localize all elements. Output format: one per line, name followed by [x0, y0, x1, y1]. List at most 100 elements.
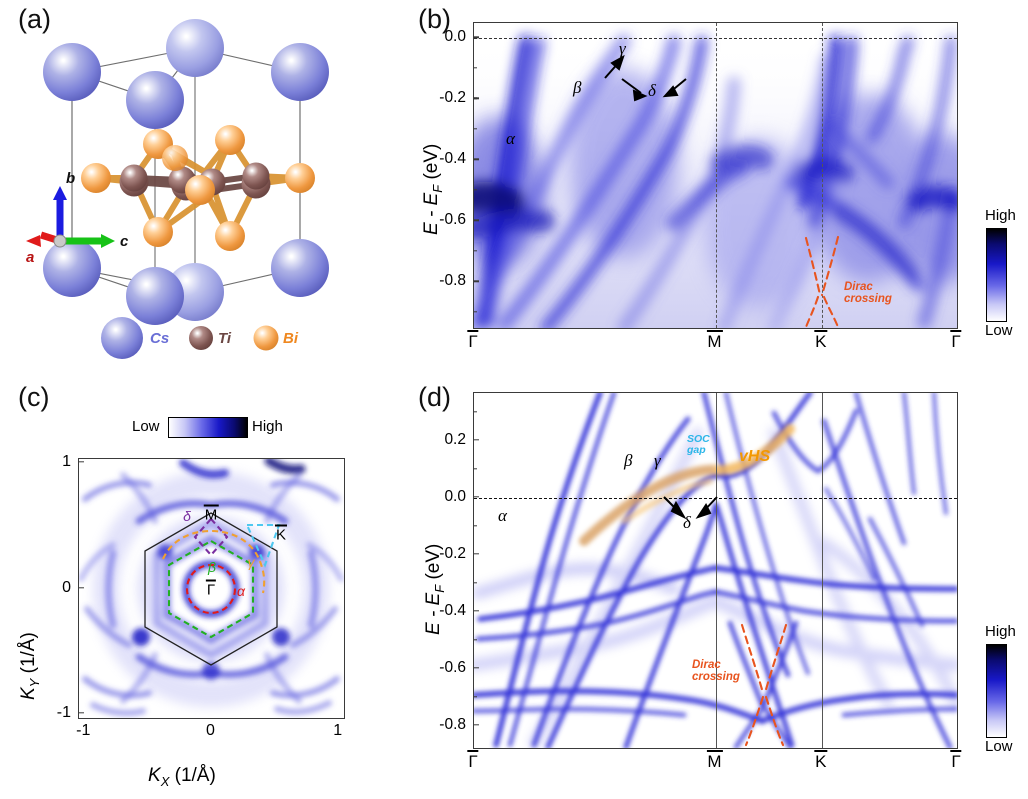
legend-swatch-cs [101, 317, 143, 359]
panel-c-xtick-0: 0 [206, 722, 215, 739]
panel-d-xtick-gamma1: Γ [467, 750, 480, 771]
panel-d-xtick-gamma2: Γ [950, 750, 963, 771]
dirac-line2: crossing [692, 671, 740, 684]
band-label-gamma-b: γ [619, 39, 626, 58]
dirac-crossing-annotation-b: Dirac crossing [844, 281, 892, 306]
panel-d-ytick-m08: -0.8 [439, 716, 466, 733]
panel-b-plot-area[interactable]: α β γ δ Dirac crossing [473, 22, 958, 329]
hs-line-k-b [821, 23, 823, 328]
atom-bi [215, 125, 245, 155]
panel-d-ytick-00: 0.0 [444, 488, 466, 505]
ylabel-sub: F [429, 184, 445, 193]
panel-c-ylabel: KY (1/Å) [18, 632, 42, 700]
panel-d-ytick-02: 0.2 [444, 431, 466, 448]
panel-b-arrows [604, 54, 840, 328]
panel-a-crystal-structure: (a) [0, 0, 410, 380]
panel-d-colorbar [986, 644, 1007, 738]
legend-label-ti: Ti [218, 330, 232, 347]
legend-label-cs: Cs [150, 330, 170, 347]
xlabel-main: K [148, 765, 161, 786]
soc-gap-annotation-d: SOC gap [687, 433, 710, 456]
panel-b-xtick-m: M [706, 330, 723, 351]
panel-b-ytick-4: -0.8 [439, 272, 466, 290]
atom-ti [242, 162, 270, 190]
band-label-alpha-d: α [498, 506, 507, 525]
legend-label-bi: Bi [283, 330, 298, 347]
atom-bi [143, 217, 173, 247]
panel-d-xtick-k: K [814, 750, 828, 771]
panel-c-fermi-surface: (c) Low High KY (1/Å) [0, 380, 410, 799]
beta-pocket-outline [167, 539, 255, 639]
brillouin-zone-overlay [144, 512, 281, 666]
panel-c-label: (c) [18, 382, 50, 412]
atom-cs [271, 239, 329, 297]
pocket-label-alpha-c: α [237, 583, 245, 599]
xlabel-unit: (1/Å) [169, 765, 216, 786]
xlabel-sub: X [160, 773, 170, 789]
atom-cs [271, 43, 329, 101]
hs-line-m-d [715, 393, 717, 748]
atom-bi [285, 163, 315, 193]
ylabel-main: K [18, 687, 39, 700]
dirac-crossing-annotation-d: Dirac crossing [692, 659, 740, 684]
panel-c-xtick-1: 1 [333, 722, 343, 739]
panel-b-colorbar-high: High [985, 207, 1016, 224]
band-label-delta-d: δ [683, 513, 691, 532]
panel-b-colorbar-low: Low [985, 322, 1013, 339]
ylabel-unit: (1/Å) [18, 632, 39, 679]
hs-line-k-d [821, 393, 823, 748]
axis-label-b: b [66, 170, 76, 187]
panel-c-xlabel: KX (1/Å) [148, 765, 216, 789]
panel-b-ytick-1: -0.2 [439, 89, 466, 107]
atom-bi [215, 221, 245, 251]
panel-c-ytick-1: 1 [62, 453, 71, 470]
panel-d-xtick-m: M [706, 750, 723, 771]
dirac-line1: Dirac [692, 659, 721, 671]
vhs-annotation-d: vHS [739, 448, 771, 465]
band-label-beta-d: β [624, 451, 633, 470]
hs-point-m-bar-c: M [203, 504, 218, 524]
dirac-line1: Dirac [844, 281, 873, 293]
legend-swatch-ti [189, 326, 213, 350]
hs-point-gamma-bar-c: Γ [205, 579, 217, 599]
panel-d-ytick-m02: -0.2 [439, 545, 466, 562]
atom-cs [43, 239, 101, 297]
crystal-axes-triad [26, 186, 115, 248]
atom-bi [185, 175, 215, 205]
panel-d-plot-area[interactable]: α β γ δ SOC gap vHS Dirac crossing [473, 392, 958, 749]
atom-cs [126, 267, 184, 325]
panel-d-ytick-m04: -0.4 [439, 602, 466, 619]
panel-c-ytick-0: 0 [62, 578, 71, 596]
band-label-gamma-d: γ [654, 451, 661, 470]
panel-d-arrows [663, 496, 718, 520]
legend-swatch-bi [253, 325, 279, 351]
panel-c-colorbar-low: Low [132, 418, 160, 435]
dirac-line2: crossing [844, 293, 892, 306]
soc-gap-line1: SOC [687, 433, 710, 445]
ylabel-sub: F [431, 584, 447, 593]
panel-d-dft-bands: (d) E - EF (eV) [410, 380, 1028, 799]
band-label-alpha-b: α [506, 129, 515, 148]
panel-b-xtick-gamma1: Γ [467, 330, 480, 351]
pocket-label-beta-c: β [208, 559, 216, 575]
band-label-delta-b: δ [648, 81, 656, 100]
band-label-beta-b: β [573, 78, 582, 97]
atom-cs [126, 71, 184, 129]
alpha-pocket-outline [185, 563, 237, 615]
panel-c-xtick-m1: -1 [76, 722, 91, 739]
axis-label-c: c [120, 233, 129, 250]
brillouin-zone-hexagon [144, 512, 278, 666]
hs-line-m-b [715, 23, 717, 328]
panel-d-label: (d) [418, 382, 451, 412]
axis-c-arrowhead [101, 234, 115, 248]
panel-b-ytick-3: -0.6 [439, 211, 466, 229]
k-pocket-outline [245, 523, 281, 568]
panel-a-label: (a) [18, 4, 51, 34]
panel-c-colorbar [168, 417, 248, 438]
ylabel-sub: Y [26, 678, 42, 688]
axis-b-arrowhead [53, 186, 67, 200]
panel-c-plot-area[interactable]: Γ M K α β γ δ [78, 458, 345, 719]
panel-d-colorbar-low: Low [985, 738, 1013, 755]
panel-b-colorbar [986, 228, 1007, 322]
panel-b-label: (b) [418, 4, 451, 34]
